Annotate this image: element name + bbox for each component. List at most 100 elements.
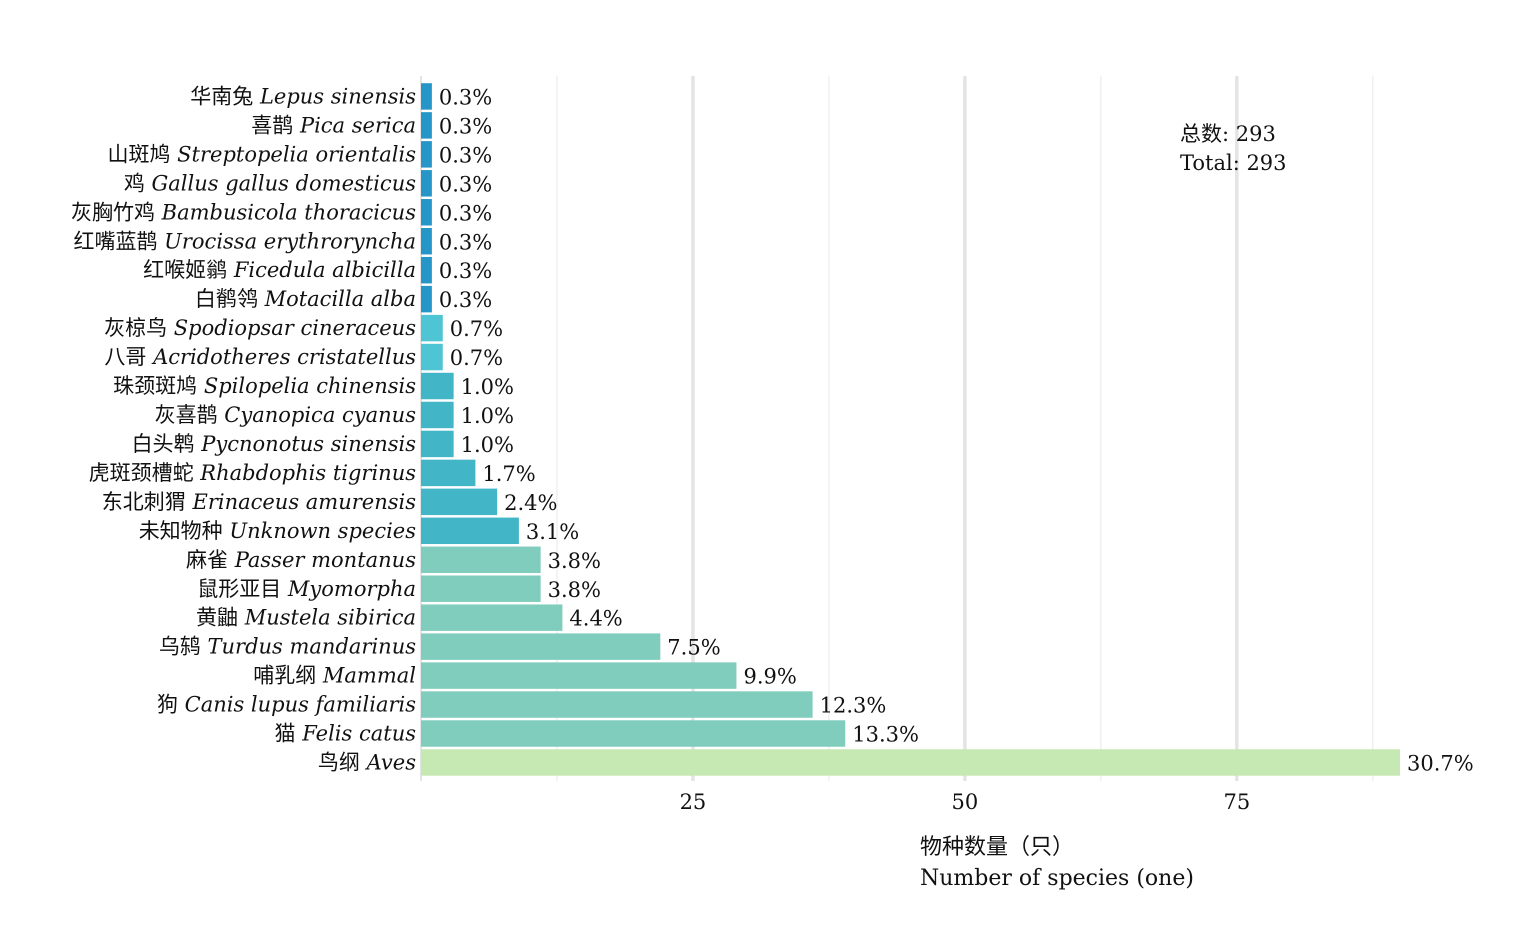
value-labels: 0.3% 0.3% 0.3% 0.3% 0.3% 0.3% 0.3% 0.3% 0.7% 0.7%… xyxy=(439,85,1474,775)
category-label-sci: Myomorpha xyxy=(287,577,416,601)
category-label-cn: 黄鼬 xyxy=(196,606,245,630)
category-label: 未知物种 Unknown species xyxy=(139,519,417,543)
x-axis-title-cn: 物种数量（只） xyxy=(920,835,1074,860)
category-label-cn: 虎斑颈槽蛇 xyxy=(89,461,201,485)
category-label: 喜鹊 Pica serica xyxy=(251,113,416,137)
category-label-cn: 灰椋鸟 xyxy=(104,316,174,340)
category-label-sci: Cyanopica cyanus xyxy=(224,403,416,427)
bar xyxy=(421,170,432,197)
category-label-sci: Urocissa erythroryncha xyxy=(164,229,416,253)
category-label: 灰椋鸟 Spodiopsar cineraceus xyxy=(104,316,416,340)
bar xyxy=(421,517,519,545)
bar xyxy=(421,604,563,631)
value-label: 2.4% xyxy=(504,491,557,515)
category-label-sci: Felis catus xyxy=(301,722,416,746)
value-label: 0.3% xyxy=(439,85,492,109)
category-label-sci: Spodiopsar cineraceus xyxy=(174,316,416,340)
x-ticks: 25 50 75 xyxy=(680,790,1251,814)
category-label-sci: Mammal xyxy=(322,664,416,688)
total-label-cn: 总数: 293 xyxy=(1180,122,1276,146)
category-label: 鼠形亚目 Myomorpha xyxy=(197,577,416,601)
category-label: 灰胸竹鸡 Bambusicola thoracicus xyxy=(71,200,416,224)
category-label: 白头鹎 Pycnonotus sinensis xyxy=(132,432,417,456)
bar xyxy=(421,83,432,110)
bar xyxy=(421,430,454,458)
value-label: 0.3% xyxy=(439,230,492,254)
category-label: 红嘴蓝鹊 Urocissa erythroryncha xyxy=(73,229,416,253)
total-label-en: Total: 293 xyxy=(1180,151,1287,175)
value-label: 12.3% xyxy=(820,694,887,718)
x-tick-label: 25 xyxy=(680,790,707,814)
x-axis-title-en: Number of species (one) xyxy=(920,866,1194,891)
category-label-sci: Erinaceus amurensis xyxy=(191,490,416,514)
value-label: 3.8% xyxy=(548,549,601,573)
value-label: 0.3% xyxy=(439,259,492,283)
bar xyxy=(421,256,432,284)
bar xyxy=(421,749,1400,776)
category-label-cn: 狗 xyxy=(157,693,185,717)
value-label: 3.8% xyxy=(548,578,601,602)
category-label-cn: 乌鸫 xyxy=(159,635,208,659)
bar xyxy=(421,546,541,573)
value-label: 0.3% xyxy=(439,172,492,196)
category-label: 乌鸫 Turdus mandarinus xyxy=(159,635,416,659)
category-label-sci: Turdus mandarinus xyxy=(208,635,417,659)
category-label: 猫 Felis catus xyxy=(275,722,417,746)
bar xyxy=(421,459,476,487)
bar xyxy=(421,401,454,429)
bar xyxy=(421,314,443,342)
category-label-sci: Ficedula albicilla xyxy=(233,258,416,282)
category-label-cn: 猫 xyxy=(275,722,303,746)
category-label-sci: Acridotheres cristatellus xyxy=(151,345,416,369)
value-label: 9.9% xyxy=(743,665,796,689)
category-label-sci: Lepus sinensis xyxy=(259,84,416,108)
value-label: 0.7% xyxy=(450,346,503,370)
value-label: 0.3% xyxy=(439,143,492,167)
category-label-cn: 灰喜鹊 xyxy=(155,403,225,427)
category-label-sci: Passer montanus xyxy=(234,548,416,572)
category-label: 山斑鸠 Streptopelia orientalis xyxy=(107,142,416,166)
bar xyxy=(421,488,498,516)
category-label: 鸟纲 Aves xyxy=(318,751,416,775)
category-label-sci: Pycnonotus sinensis xyxy=(200,432,416,456)
value-label: 1.0% xyxy=(461,404,514,428)
bar xyxy=(421,372,454,400)
category-label-cn: 红嘴蓝鹊 xyxy=(73,229,164,253)
category-label-cn: 喜鹊 xyxy=(251,113,300,137)
category-label-cn: 鸡 xyxy=(124,171,152,195)
category-label: 八哥 Acridotheres cristatellus xyxy=(104,345,416,369)
bar xyxy=(421,662,737,689)
category-label-sci: Mustela sibirica xyxy=(244,606,416,630)
category-label: 狗 Canis lupus familiaris xyxy=(157,693,416,717)
bar xyxy=(421,691,813,718)
category-label: 灰喜鹊 Cyanopica cyanus xyxy=(155,403,417,427)
bar xyxy=(421,112,432,139)
category-label-cn: 八哥 xyxy=(104,345,153,369)
category-label: 华南兔 Lepus sinensis xyxy=(190,84,416,108)
category-label-cn: 白鹡鸰 xyxy=(195,287,265,311)
category-label: 红喉姬鹟 Ficedula albicilla xyxy=(143,258,416,282)
category-label-cn: 白头鹎 xyxy=(132,432,202,456)
category-label: 白鹡鸰 Motacilla alba xyxy=(195,287,416,311)
value-label: 3.1% xyxy=(526,520,579,544)
bar xyxy=(421,575,541,602)
bar xyxy=(421,720,846,747)
category-label: 黄鼬 Mustela sibirica xyxy=(196,606,416,630)
value-label: 1.0% xyxy=(461,375,514,399)
category-label: 东北刺猬 Erinaceus amurensis xyxy=(102,490,416,514)
category-label-cn: 东北刺猬 xyxy=(102,490,193,514)
value-label: 4.4% xyxy=(569,607,622,631)
category-label-sci: Aves xyxy=(365,751,417,775)
value-label: 7.5% xyxy=(667,636,720,660)
category-label-sci: Rhabdophis tigrinus xyxy=(199,461,416,485)
value-label: 1.0% xyxy=(461,433,514,457)
category-label-sci: Canis lupus familiaris xyxy=(185,693,417,717)
category-label-sci: Spilopelia chinensis xyxy=(204,374,416,398)
value-label: 0.7% xyxy=(450,317,503,341)
category-label-cn: 未知物种 xyxy=(139,519,230,543)
category-labels: 华南兔 Lepus sinensis 喜鹊 Pica serica 山斑鸠 Stre… xyxy=(71,84,416,774)
category-label-cn: 麻雀 xyxy=(186,548,235,572)
bar xyxy=(421,343,443,371)
category-label-cn: 华南兔 xyxy=(190,84,260,108)
